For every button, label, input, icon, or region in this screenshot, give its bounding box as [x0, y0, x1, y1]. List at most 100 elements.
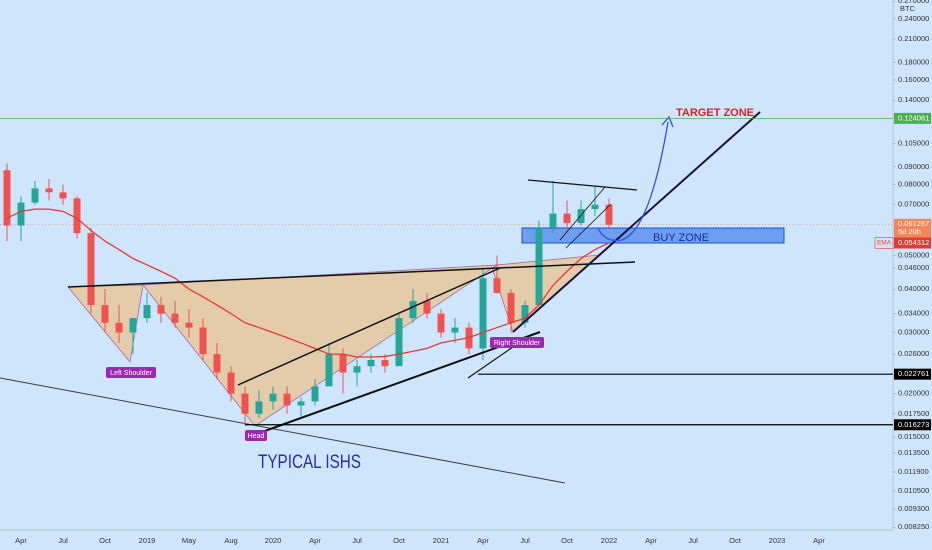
candle-body [143, 305, 151, 319]
candle-body [521, 305, 529, 323]
y-tick-label: 0.009300 [898, 504, 929, 513]
y-tick-label: 0.030000 [898, 328, 929, 337]
candle-body [31, 188, 39, 203]
channel-lower [261, 331, 541, 433]
candle-body [227, 372, 235, 394]
candle-body [255, 401, 263, 414]
buy-zone-label: BUY ZONE [653, 232, 709, 244]
y-tick-label: 0.020000 [898, 389, 929, 398]
candle-body [297, 401, 305, 406]
x-tick-label: Apr [813, 536, 825, 545]
buy-zone-box [521, 227, 785, 244]
candle-body [451, 327, 459, 333]
y-tick-label: 0.050000 [898, 250, 929, 259]
candle-body [381, 360, 389, 367]
head-label: Head [248, 433, 265, 440]
x-tick-label: 2021 [433, 536, 450, 545]
candle-body [185, 322, 193, 328]
right-shoulder-label: Right Shoulder [494, 340, 541, 347]
support-line [0, 377, 566, 484]
y-tick-label: 0.160000 [898, 75, 929, 84]
x-tick-label: 2023 [769, 536, 786, 545]
candle-body [353, 366, 361, 373]
flag-channel [565, 203, 612, 249]
y-tick-label: 0.270000 [898, 0, 929, 5]
x-tick-label: Oct [99, 536, 112, 545]
x-tick-label: Apr [309, 536, 321, 545]
candle-body [591, 204, 599, 210]
label-box [490, 337, 544, 348]
target-zone-label: TARGET ZONE [676, 107, 754, 119]
candle-body [507, 292, 515, 323]
trend-drawings [67, 111, 761, 433]
pattern-title: TYPICAL ISHS [258, 452, 361, 473]
x-tick-label: Jul [352, 536, 362, 545]
countdown-label: 5d 20h [898, 227, 921, 236]
x-tick-label: Jul [688, 536, 698, 545]
flag-channel [559, 186, 606, 241]
x-tick-label: Oct [393, 536, 406, 545]
candle-body [213, 354, 221, 373]
candle-body [409, 300, 417, 319]
symbol-label: BTC [900, 4, 916, 13]
level-tag [894, 112, 931, 124]
level-tag [894, 368, 931, 380]
candle-body [493, 278, 501, 293]
ema-name-tag [874, 237, 894, 249]
level-label: 0.124061 [898, 113, 929, 122]
level-label: 0.016273 [898, 420, 929, 429]
x-tick-label: 2019 [139, 536, 156, 545]
y-tick-label: 0.105000 [898, 139, 929, 148]
candle-body [395, 318, 403, 367]
y-tick-label: 0.034000 [898, 309, 929, 318]
candle-body [269, 393, 277, 402]
x-tick-label: Oct [561, 536, 574, 545]
channel-upper [237, 267, 501, 386]
last-price-label: 0.061267 [898, 219, 929, 228]
candle-body [577, 209, 585, 224]
candle-body [3, 170, 11, 226]
y-tick-label: 0.180000 [898, 57, 929, 66]
candle-body [45, 188, 53, 193]
label-box [245, 430, 267, 441]
candle-body [563, 213, 571, 224]
x-tick-label: Oct [729, 536, 742, 545]
candle-body [87, 233, 95, 306]
y-tick-label: 0.017500 [898, 409, 929, 418]
x-tick-label: Jul [520, 536, 530, 545]
candle-body [241, 393, 249, 414]
candle-body [423, 300, 431, 314]
level-label: 0.022761 [898, 369, 929, 378]
candle-body [479, 278, 487, 349]
arrow-head [661, 115, 674, 128]
candle-body [59, 192, 67, 199]
candle-body [325, 354, 333, 387]
y-tick-label: 0.046000 [898, 263, 929, 272]
candle-body [283, 393, 291, 406]
y-tick-label: 0.040000 [898, 284, 929, 293]
y-tick-label: 0.013500 [898, 448, 929, 457]
candle-body [549, 213, 557, 228]
last-price-tag [894, 218, 931, 238]
y-tick-label: 0.010500 [898, 486, 929, 495]
flag-top [527, 179, 638, 191]
x-tick-label: Apr [477, 536, 489, 545]
candle-body [311, 386, 319, 402]
ema-tag [894, 237, 931, 249]
candle-body [437, 313, 445, 333]
ema-line [6, 208, 610, 358]
y-tick-label: 0.011900 [898, 467, 929, 476]
plot-area: TARGET ZONE BUY ZONE TYPICAL ISHS Left S… [0, 107, 893, 484]
candle-body [171, 313, 179, 323]
candle-body [367, 360, 375, 367]
candle-body [101, 305, 109, 323]
x-tick-label: Aug [224, 536, 237, 545]
candle-body [199, 327, 207, 355]
target-trendline [512, 111, 761, 333]
candle-body [129, 318, 137, 333]
y-tick-label: 0.240000 [898, 14, 929, 23]
ema-name-label: EMA [877, 240, 892, 247]
price-axis: 0.270000 0.240000 0.210000 0.180000 0.160000… [874, 0, 931, 531]
